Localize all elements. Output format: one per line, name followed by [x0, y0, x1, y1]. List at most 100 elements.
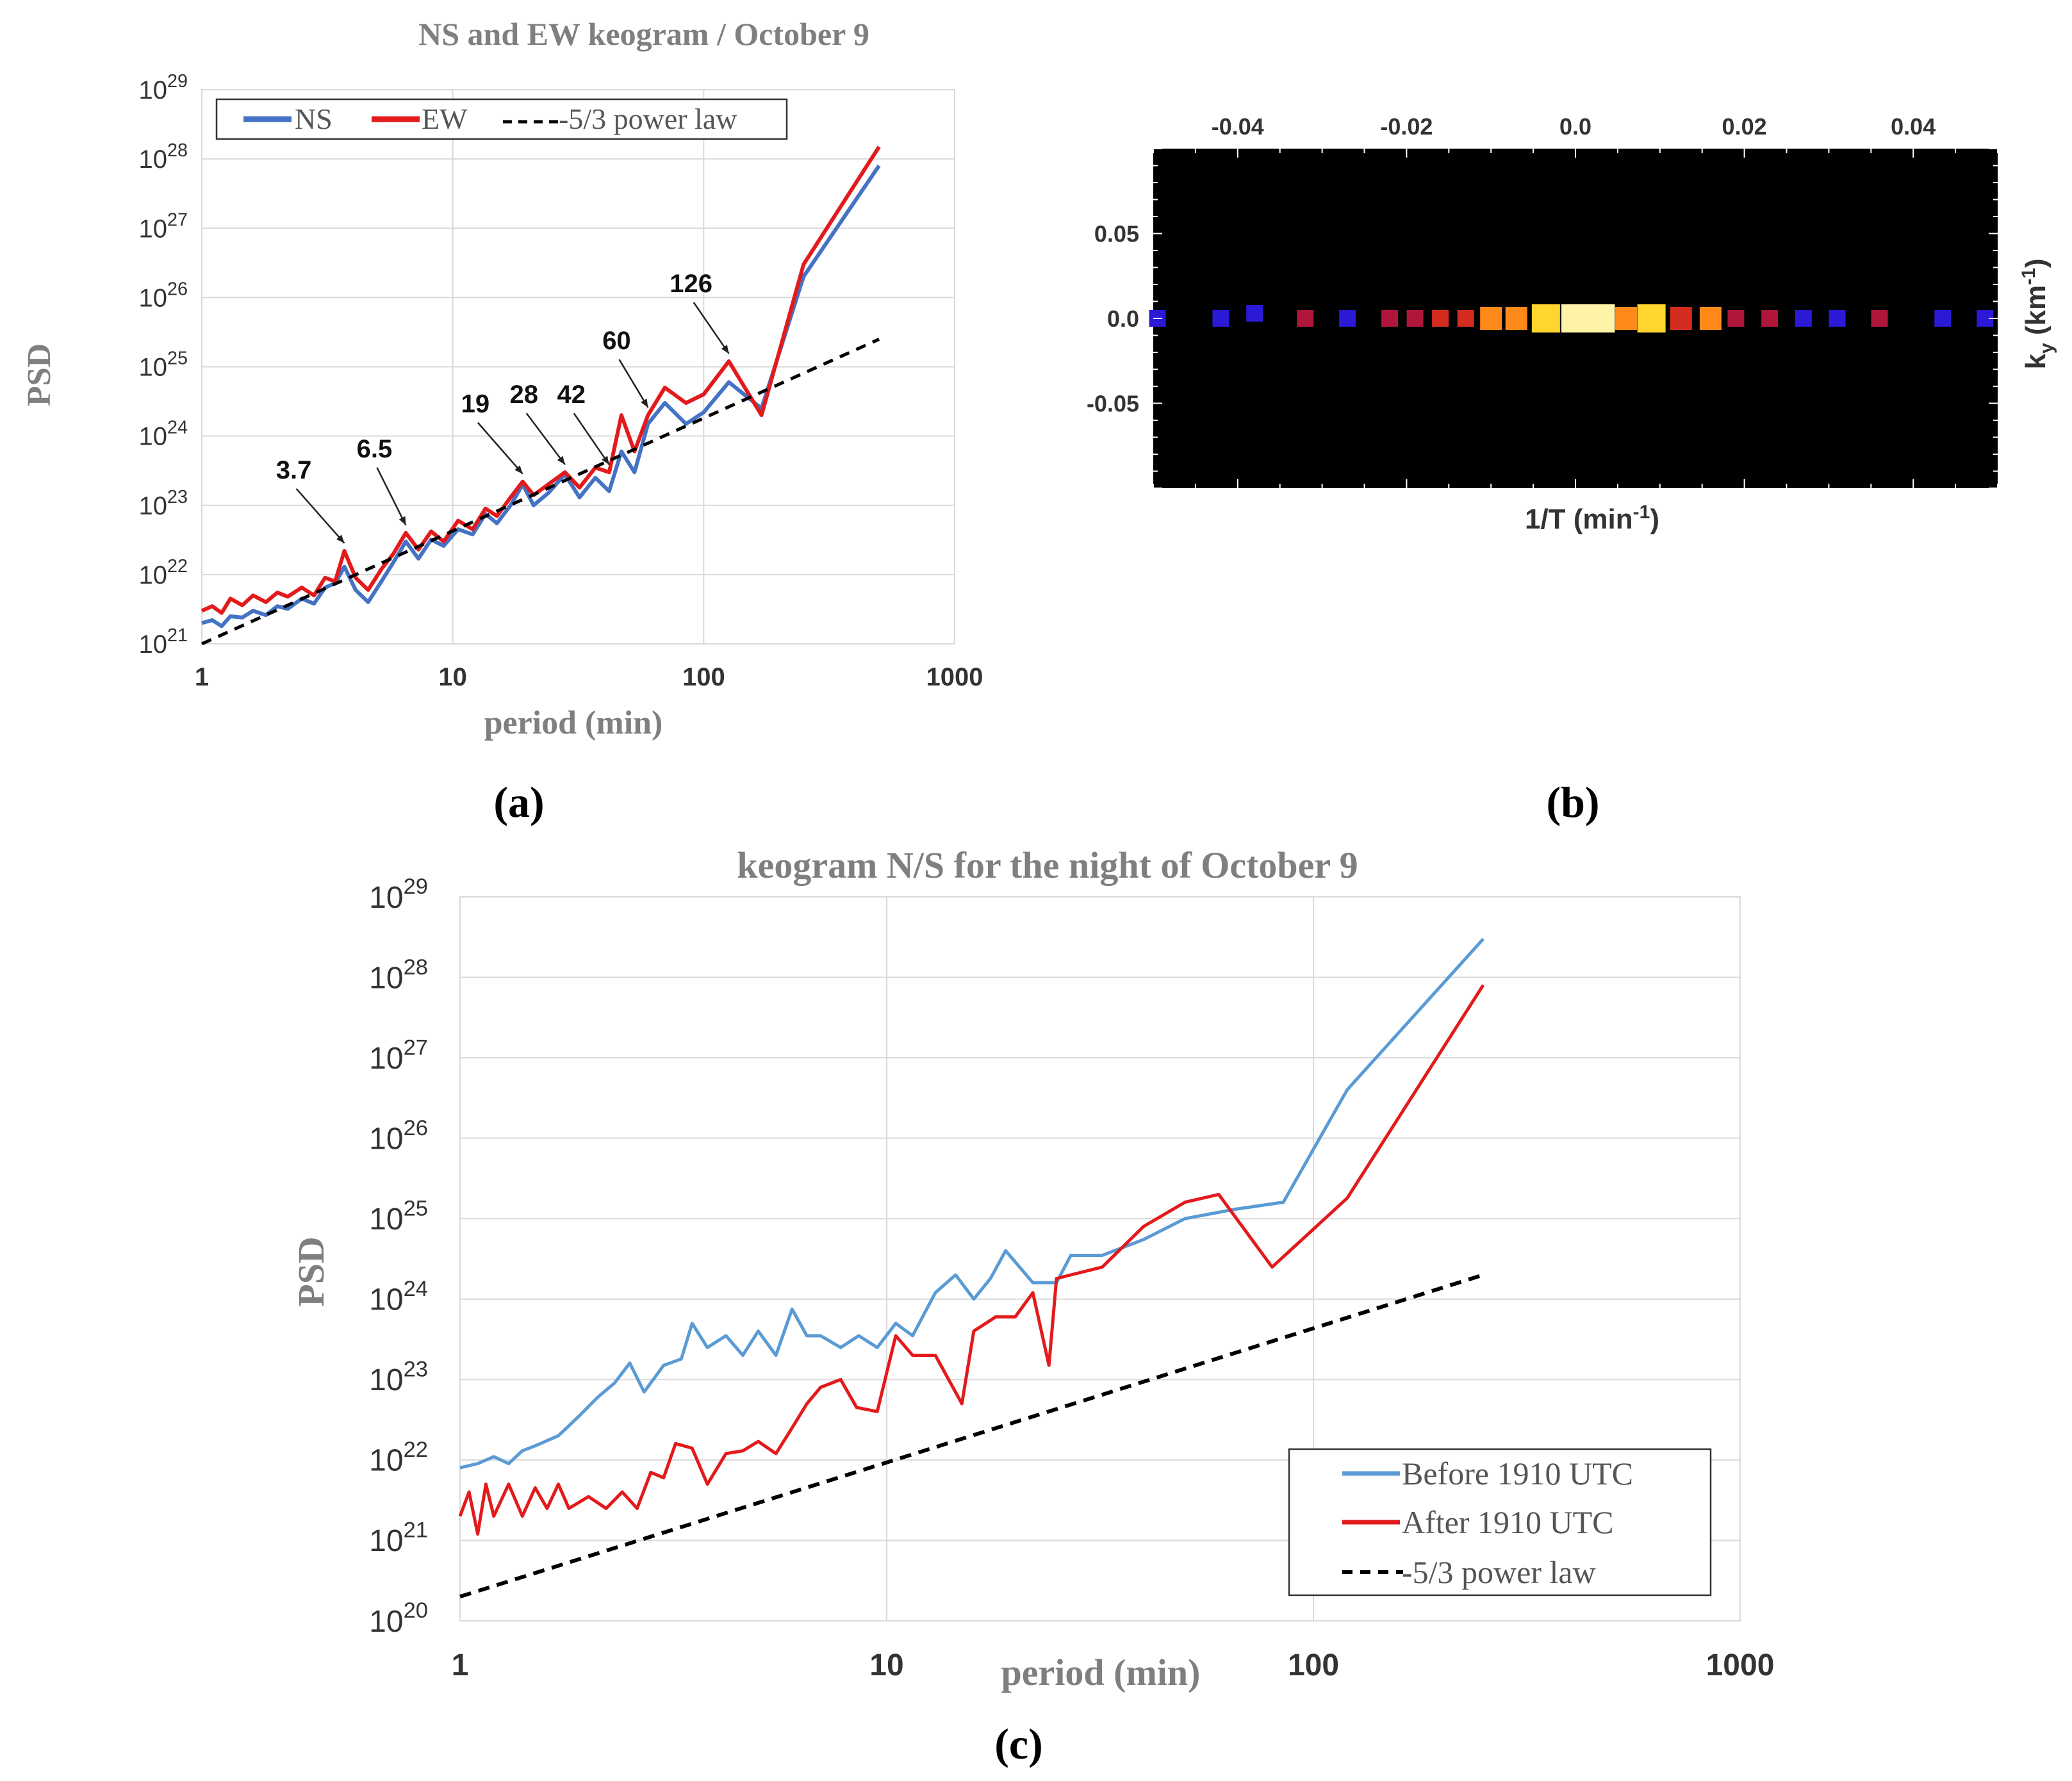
x-tick-label: 1000	[926, 663, 983, 691]
annotation-label: 6.5	[357, 435, 393, 463]
panel-b-y-ticks: 0.05 0.0 -0.05	[1087, 221, 1139, 417]
annotation-arrowhead	[514, 465, 523, 474]
y-tick-label: 1024	[369, 1277, 428, 1317]
series-line-3	[201, 338, 880, 646]
annotation-arrowhead	[601, 456, 609, 465]
panel-a-grid	[201, 89, 955, 644]
y-tick-label: 1022	[138, 556, 188, 589]
y-tick-label: 1028	[369, 955, 428, 996]
x-tick-label: 100	[682, 663, 725, 691]
panel-c-title: keogram N/S for the night of October 9	[737, 844, 1358, 886]
y-tick-label: 1028	[138, 140, 188, 174]
annotation-arrowhead	[641, 398, 648, 408]
annotation-label: 19	[461, 390, 490, 418]
x-tick-label: 1	[195, 663, 209, 691]
y-tick-label: 1021	[369, 1518, 428, 1559]
annotation-label: 60	[602, 327, 631, 355]
heatmap-cell	[1637, 304, 1666, 332]
panel-c-label: (c)	[994, 1719, 1042, 1768]
y-tick-label: 1025	[138, 349, 188, 382]
panel-c-chart: keogram N/S for the night of October 9 1…	[290, 844, 1774, 1768]
legend-ew-label: EW	[422, 103, 468, 135]
annotation-arrow	[693, 302, 730, 354]
x-tick-label: 0.0	[1559, 113, 1591, 140]
heatmap-cell	[1432, 310, 1449, 327]
series-line-1	[459, 938, 1484, 1470]
x-tick-label: -0.02	[1380, 113, 1433, 140]
panel-c-y-axis-title: PSD	[290, 1236, 332, 1307]
heatmap-cell	[1531, 304, 1560, 332]
heatmap-cell	[1246, 305, 1263, 322]
x-tick-label: 10	[869, 1648, 903, 1682]
heatmap-cell	[1727, 310, 1745, 327]
panel-a-y-ticks: 1021 1022 1023 1024 1025 1026 1027 1028 1029	[138, 71, 188, 659]
heatmap-cell	[1406, 310, 1424, 327]
panel-a-title: NS and EW keogram / October 9	[418, 16, 869, 52]
x-tick-label: 10	[438, 663, 467, 691]
annotation-arrow	[618, 359, 649, 408]
panel-b-label: (b)	[1546, 778, 1599, 826]
legend-before-label: Before 1910 UTC	[1402, 1456, 1633, 1491]
y-tick-label: 1027	[138, 209, 188, 243]
y-tick-label: 1026	[369, 1116, 428, 1156]
y-tick-label: 1025	[369, 1196, 428, 1236]
heatmap-cell	[1480, 307, 1502, 330]
legend-after-label: After 1910 UTC	[1402, 1504, 1614, 1540]
panel-c-x-ticks: 1 10 100 1000	[452, 1648, 1775, 1682]
heatmap-cell	[1615, 307, 1638, 330]
panel-b-x-axis-title: 1/T (min-1)	[1525, 502, 1659, 535]
y-tick-label: 1023	[138, 487, 188, 520]
panel-a-y-axis-title: PSD	[21, 343, 58, 406]
heatmap-cell	[1381, 310, 1399, 327]
panel-b-ticks	[1153, 148, 1998, 489]
panel-c-legend: Before 1910 UTC After 1910 UTC -5/3 powe…	[1288, 1448, 1712, 1596]
annotation-arrowhead	[336, 534, 345, 543]
panel-b-heatmap-cells	[1149, 304, 1994, 332]
y-tick-label: 1023	[369, 1358, 428, 1398]
y-tick-label: 1020	[369, 1598, 428, 1639]
panel-a-legend: NS EW -5/3 power law	[215, 98, 788, 140]
panel-a-label: (a)	[493, 778, 544, 826]
series-line-1	[201, 164, 881, 628]
panel-a-chart: NS and EW keogram / October 9 1021 1022 10…	[21, 16, 983, 826]
x-tick-label: 100	[1288, 1648, 1339, 1682]
panel-b-y-axis-title: ky (km-1)	[2018, 259, 2057, 370]
heatmap-cell	[1561, 304, 1590, 332]
annotation-arrowhead	[399, 516, 406, 525]
x-tick-label: 0.04	[1891, 113, 1936, 140]
y-tick-label: 1021	[138, 625, 188, 659]
annotation-arrowhead	[557, 456, 565, 465]
y-tick-label: 0.0	[1107, 306, 1139, 332]
heatmap-cell	[1670, 307, 1692, 330]
heatmap-cell	[1297, 310, 1314, 327]
y-tick-label: 1029	[138, 71, 188, 104]
heatmap-cell	[1212, 310, 1229, 327]
series-line-2	[458, 984, 1485, 1536]
annotation-arrow	[573, 413, 610, 465]
annotation-arrowhead	[721, 345, 729, 354]
heatmap-cell	[1829, 310, 1846, 327]
annotation-label: 3.7	[276, 456, 312, 484]
panel-a-legend-box	[215, 98, 788, 140]
heatmap-cell	[1761, 310, 1779, 327]
annotation-arrow	[477, 422, 523, 475]
heatmap-cell	[1871, 310, 1888, 327]
legend-power-law-c-label: -5/3 power law	[1402, 1554, 1596, 1590]
y-tick-label: 1022	[369, 1438, 428, 1478]
annotation-arrow	[525, 413, 566, 465]
legend-power-law-label: -5/3 power law	[559, 103, 737, 135]
y-tick-label: -0.05	[1087, 391, 1139, 417]
heatmap-cell	[1339, 310, 1356, 327]
panel-c-y-ticks: 1020 1021 1022 1023 1024 1025 1026 1027 1028 1029	[369, 874, 428, 1639]
heatmap-cell	[1699, 307, 1722, 330]
heatmap-cell	[1505, 307, 1527, 330]
y-tick-label: 1029	[369, 874, 428, 915]
panel-c-x-axis-title: period (min)	[1001, 1652, 1201, 1693]
x-tick-label: 1	[452, 1648, 469, 1682]
x-tick-label: -0.04	[1212, 113, 1264, 140]
panel-a-x-ticks: 1 10 100 1000	[195, 663, 983, 691]
annotation-label: 42	[557, 381, 586, 409]
legend-ns-label: NS	[295, 103, 333, 135]
x-tick-label: 1000	[1706, 1648, 1775, 1682]
